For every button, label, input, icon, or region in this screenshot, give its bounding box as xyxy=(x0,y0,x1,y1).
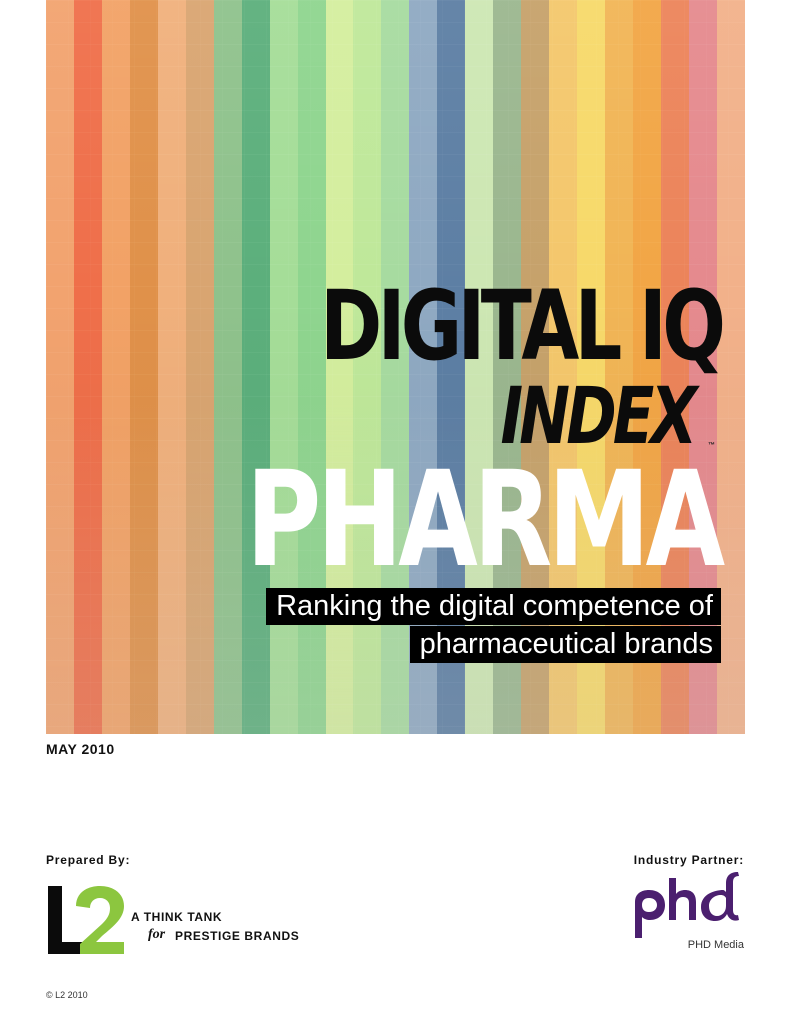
color-stripe xyxy=(716,0,745,734)
cover-artwork: DIGITAL IQ INDEX ™ PHARMA Ranking the di… xyxy=(46,0,745,734)
phd-logo xyxy=(635,872,739,938)
title-pharma: PHARMA xyxy=(246,443,725,597)
color-stripe xyxy=(157,0,186,734)
color-stripe xyxy=(241,0,270,734)
color-stripe xyxy=(213,0,242,734)
prepared-by-label: Prepared By: xyxy=(46,853,131,867)
l2-tagline-for: for xyxy=(148,927,166,942)
l2-tagline-line-2: PRESTIGE BRANDS xyxy=(175,929,300,943)
color-stripe xyxy=(129,0,158,734)
industry-partner-label: Industry Partner: xyxy=(633,853,744,867)
title-index: INDEX xyxy=(499,372,697,462)
trademark-symbol: ™ xyxy=(708,442,715,449)
subtitle-line-2: pharmaceutical brands xyxy=(409,626,721,663)
l2-logo xyxy=(48,886,124,954)
title-digital-iq: DIGITAL IQ xyxy=(319,270,726,382)
color-stripe xyxy=(101,0,130,734)
publication-date: MAY 2010 xyxy=(46,741,115,757)
phd-media-label: PHD Media xyxy=(687,939,744,951)
copyright-notice: © L2 2010 xyxy=(46,990,88,1000)
color-stripe xyxy=(46,0,74,734)
subtitle-line-1: Ranking the digital competence of xyxy=(266,588,721,625)
color-stripe xyxy=(185,0,214,734)
l2-tagline-line-1: A THINK TANK xyxy=(131,910,223,924)
color-stripe xyxy=(73,0,102,734)
